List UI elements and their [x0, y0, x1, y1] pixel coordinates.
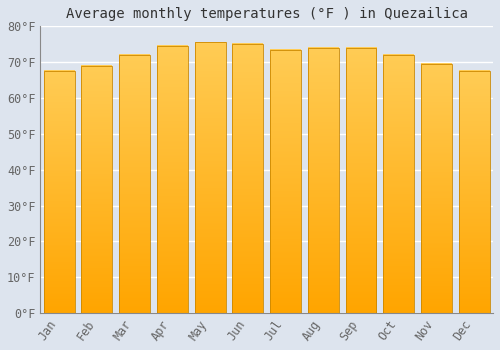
- Bar: [157, 46, 188, 313]
- Bar: [346, 48, 376, 313]
- Bar: [44, 71, 74, 313]
- Bar: [384, 55, 414, 313]
- Bar: [119, 55, 150, 313]
- Bar: [308, 48, 338, 313]
- Bar: [232, 44, 264, 313]
- Bar: [82, 66, 112, 313]
- Bar: [421, 64, 452, 313]
- Bar: [458, 71, 490, 313]
- Title: Average monthly temperatures (°F ) in Quezailica: Average monthly temperatures (°F ) in Qu…: [66, 7, 468, 21]
- Bar: [270, 50, 301, 313]
- Bar: [194, 42, 226, 313]
